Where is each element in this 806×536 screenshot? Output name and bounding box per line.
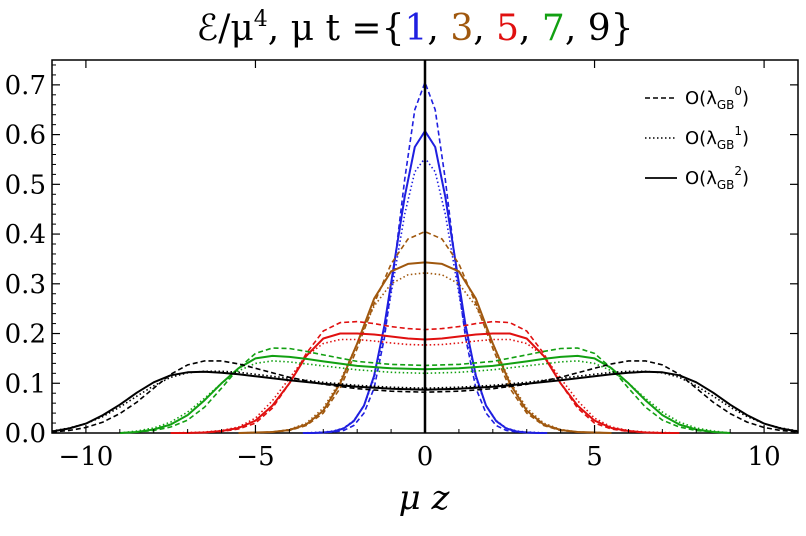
- title-power: 4: [254, 7, 268, 32]
- legend: O(λGB0)O(λGB1)O(λGB2): [645, 84, 749, 192]
- title-separator: ,: [427, 8, 450, 49]
- legend-subscript: GB: [717, 138, 735, 152]
- legend-text: O(λ: [685, 168, 717, 189]
- title-time-7: 7: [542, 8, 565, 49]
- y-axis-ticks: 0.0 0.1 0.2 0.3 0.4 0.5 0.6 0.7: [5, 64, 798, 449]
- x-axis-ticks: −10 −5 0 5 10: [51, 60, 799, 472]
- y-tick-label: 0.3: [5, 270, 46, 300]
- title-middle: , μ t =: [268, 8, 382, 49]
- title-open-brace: {: [382, 8, 405, 49]
- x-tick-label: 5: [586, 442, 603, 472]
- title-time-3: 3: [450, 8, 473, 49]
- title-separator: ,: [565, 8, 588, 49]
- y-tick-label: 0.0: [5, 419, 46, 449]
- title-close-brace: }: [611, 8, 634, 49]
- legend-text: O(λ: [685, 128, 717, 149]
- legend-entry-order-0: O(λGB0): [685, 84, 749, 112]
- x-tick-label: −5: [236, 442, 274, 472]
- title-time-1: 1: [405, 8, 428, 49]
- legend-text: O(λ: [685, 88, 717, 109]
- title-separator: ,: [519, 8, 542, 49]
- legend-subscript: GB: [717, 98, 735, 112]
- y-tick-label: 0.4: [5, 220, 46, 250]
- x-tick-label: −10: [58, 442, 113, 472]
- y-tick-label: 0.5: [5, 170, 46, 200]
- y-tick-label: 0.2: [5, 320, 46, 350]
- legend-close-paren: ): [742, 88, 749, 109]
- y-tick-label: 0.1: [5, 369, 46, 399]
- legend-superscript: 2: [734, 164, 742, 178]
- legend-close-paren: ): [742, 128, 749, 149]
- title-times: 1, 3, 5, 7, 9: [405, 8, 611, 49]
- y-tick-label: 0.7: [5, 71, 46, 101]
- x-axis-label: μ z: [399, 478, 451, 518]
- legend-entry-order-2: O(λGB2): [685, 164, 749, 192]
- curve-t1-order0: [302, 81, 548, 434]
- legend-superscript: 0: [734, 84, 742, 98]
- legend-close-paren: ): [742, 168, 749, 189]
- title-prefix: ℰ/μ: [196, 8, 253, 49]
- curve-t9-order1: [51, 370, 799, 432]
- title-time-9: 9: [588, 8, 611, 49]
- x-tick-label: 10: [748, 442, 781, 472]
- x-tick-label: 0: [417, 442, 434, 472]
- title-time-5: 5: [496, 8, 519, 49]
- legend-superscript: 1: [734, 124, 742, 138]
- y-tick-label: 0.6: [5, 121, 46, 151]
- title-separator: ,: [473, 8, 496, 49]
- curve-t3-order1: [238, 272, 612, 434]
- legend-subscript: GB: [717, 178, 735, 192]
- chart-title: ℰ/μ4, μ t ={1, 3, 5, 7, 9}: [196, 7, 633, 49]
- legend-entry-order-1: O(λGB1): [685, 124, 749, 152]
